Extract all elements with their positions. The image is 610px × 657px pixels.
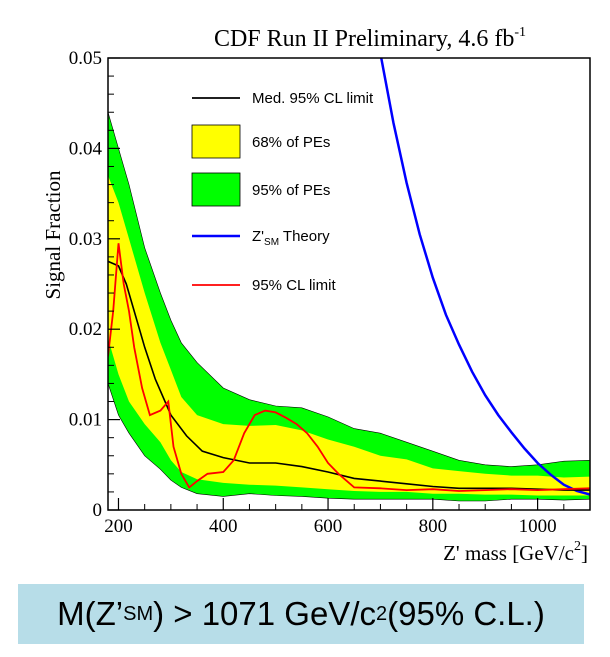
y-tick-label: 0 xyxy=(93,500,103,521)
legend-label-median: Med. 95% CL limit xyxy=(252,90,374,107)
y-tick-label: 0.05 xyxy=(69,48,102,69)
x-tick-label: 200 xyxy=(104,516,133,537)
legend-label-theory: Z'SM Theory xyxy=(252,228,330,248)
legend-label-band68: 68% of PEs xyxy=(252,134,330,151)
result-banner: M(Z’ SM) > 1071 GeV/c 2 (95% C.L.) xyxy=(18,584,584,644)
result-suffix: (95% C.L.) xyxy=(387,595,545,632)
band-95-percent xyxy=(108,112,590,501)
legend-item-band68: 68% of PEs xyxy=(191,124,330,159)
legend-label-band95: 95% of PEs xyxy=(252,182,330,199)
legend-swatch-band95 xyxy=(191,172,241,207)
x-axis-label-superscript: 2 xyxy=(574,539,581,554)
x-tick-label: 800 xyxy=(419,516,448,537)
result-prefix: M(Z’ xyxy=(57,595,124,632)
limit-chart: CDF Run II Preliminary, 4.6 fb-1 200 400 6… xyxy=(41,25,591,565)
bands-layer xyxy=(108,112,590,501)
observed-limit-line xyxy=(108,243,590,492)
theory-line xyxy=(379,58,590,496)
legend-item-band95: 95% of PEs xyxy=(191,172,330,207)
lines-layer xyxy=(108,58,590,502)
x-tick-label: 1000 xyxy=(519,516,557,537)
result-superscript: 2 xyxy=(376,602,388,625)
band-95-upper-edge xyxy=(108,112,590,467)
plot-frame xyxy=(107,57,591,511)
chart-title: CDF Run II Preliminary, 4.6 fb-1 xyxy=(214,25,526,52)
x-tick-label: 600 xyxy=(314,516,343,537)
y-tick-label: 0.03 xyxy=(69,229,102,250)
band-95-lower-edge xyxy=(108,383,590,502)
result-middle: ) > 1071 GeV/c xyxy=(153,595,376,632)
axis-ticks: 200 400 600 800 1000 0 0.01 0.02 0.03 0.04 0.05 xyxy=(69,48,591,537)
median-limit-line xyxy=(108,260,590,491)
chart-title-superscript: -1 xyxy=(514,25,526,40)
legend-swatch-band68 xyxy=(191,124,241,159)
y-tick-label: 0.01 xyxy=(69,410,102,431)
y-tick-label: 0.04 xyxy=(69,138,103,159)
result-subscript: SM xyxy=(123,602,154,625)
x-axis-label-main: Z' mass [GeV/c xyxy=(443,541,574,565)
legend-item-theory: Z'SM Theory xyxy=(192,228,330,248)
y-axis-label: Signal Fraction xyxy=(41,170,65,299)
legend-item-median: Med. 95% CL limit xyxy=(192,90,374,107)
legend-label-observed: 95% CL limit xyxy=(252,277,336,294)
y-tick-label: 0.02 xyxy=(69,319,102,340)
chart-title-text: CDF Run II Preliminary, 4.6 fb-1 xyxy=(214,25,526,52)
x-tick-label: 400 xyxy=(209,516,238,537)
legend: Med. 95% CL limit 68% of PEs 95% of PEs Z'S… xyxy=(191,90,374,294)
x-axis-label: Z' mass [GeV/c2] xyxy=(443,539,588,565)
legend-item-observed: 95% CL limit xyxy=(192,277,336,294)
x-axis-label-close: ] xyxy=(581,541,588,565)
